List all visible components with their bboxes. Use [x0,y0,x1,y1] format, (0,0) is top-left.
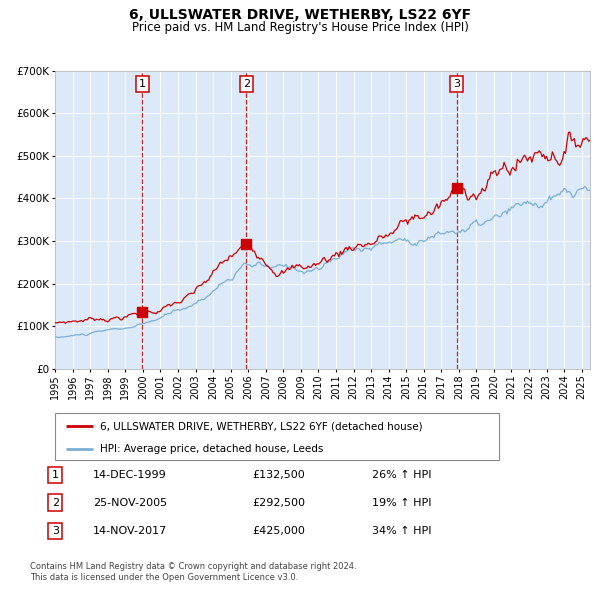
FancyBboxPatch shape [55,413,499,460]
Text: Price paid vs. HM Land Registry's House Price Index (HPI): Price paid vs. HM Land Registry's House … [131,21,469,34]
Text: £132,500: £132,500 [252,470,305,480]
Text: 1: 1 [52,470,59,480]
Text: 14-DEC-1999: 14-DEC-1999 [93,470,167,480]
Text: 2: 2 [243,79,250,89]
Text: 14-NOV-2017: 14-NOV-2017 [93,526,167,536]
Text: 25-NOV-2005: 25-NOV-2005 [93,498,167,507]
Text: 6, ULLSWATER DRIVE, WETHERBY, LS22 6YF (detached house): 6, ULLSWATER DRIVE, WETHERBY, LS22 6YF (… [100,421,422,431]
Text: HPI: Average price, detached house, Leeds: HPI: Average price, detached house, Leed… [100,444,323,454]
Text: 34% ↑ HPI: 34% ↑ HPI [372,526,431,536]
Text: 6, ULLSWATER DRIVE, WETHERBY, LS22 6YF: 6, ULLSWATER DRIVE, WETHERBY, LS22 6YF [129,8,471,22]
Text: 3: 3 [52,526,59,536]
Text: 2: 2 [52,498,59,507]
Text: £292,500: £292,500 [252,498,305,507]
Text: This data is licensed under the Open Government Licence v3.0.: This data is licensed under the Open Gov… [30,572,298,582]
Text: £425,000: £425,000 [252,526,305,536]
Text: 26% ↑ HPI: 26% ↑ HPI [372,470,431,480]
Text: Contains HM Land Registry data © Crown copyright and database right 2024.: Contains HM Land Registry data © Crown c… [30,562,356,571]
Text: 19% ↑ HPI: 19% ↑ HPI [372,498,431,507]
Text: 3: 3 [453,79,460,89]
Text: 1: 1 [139,79,146,89]
